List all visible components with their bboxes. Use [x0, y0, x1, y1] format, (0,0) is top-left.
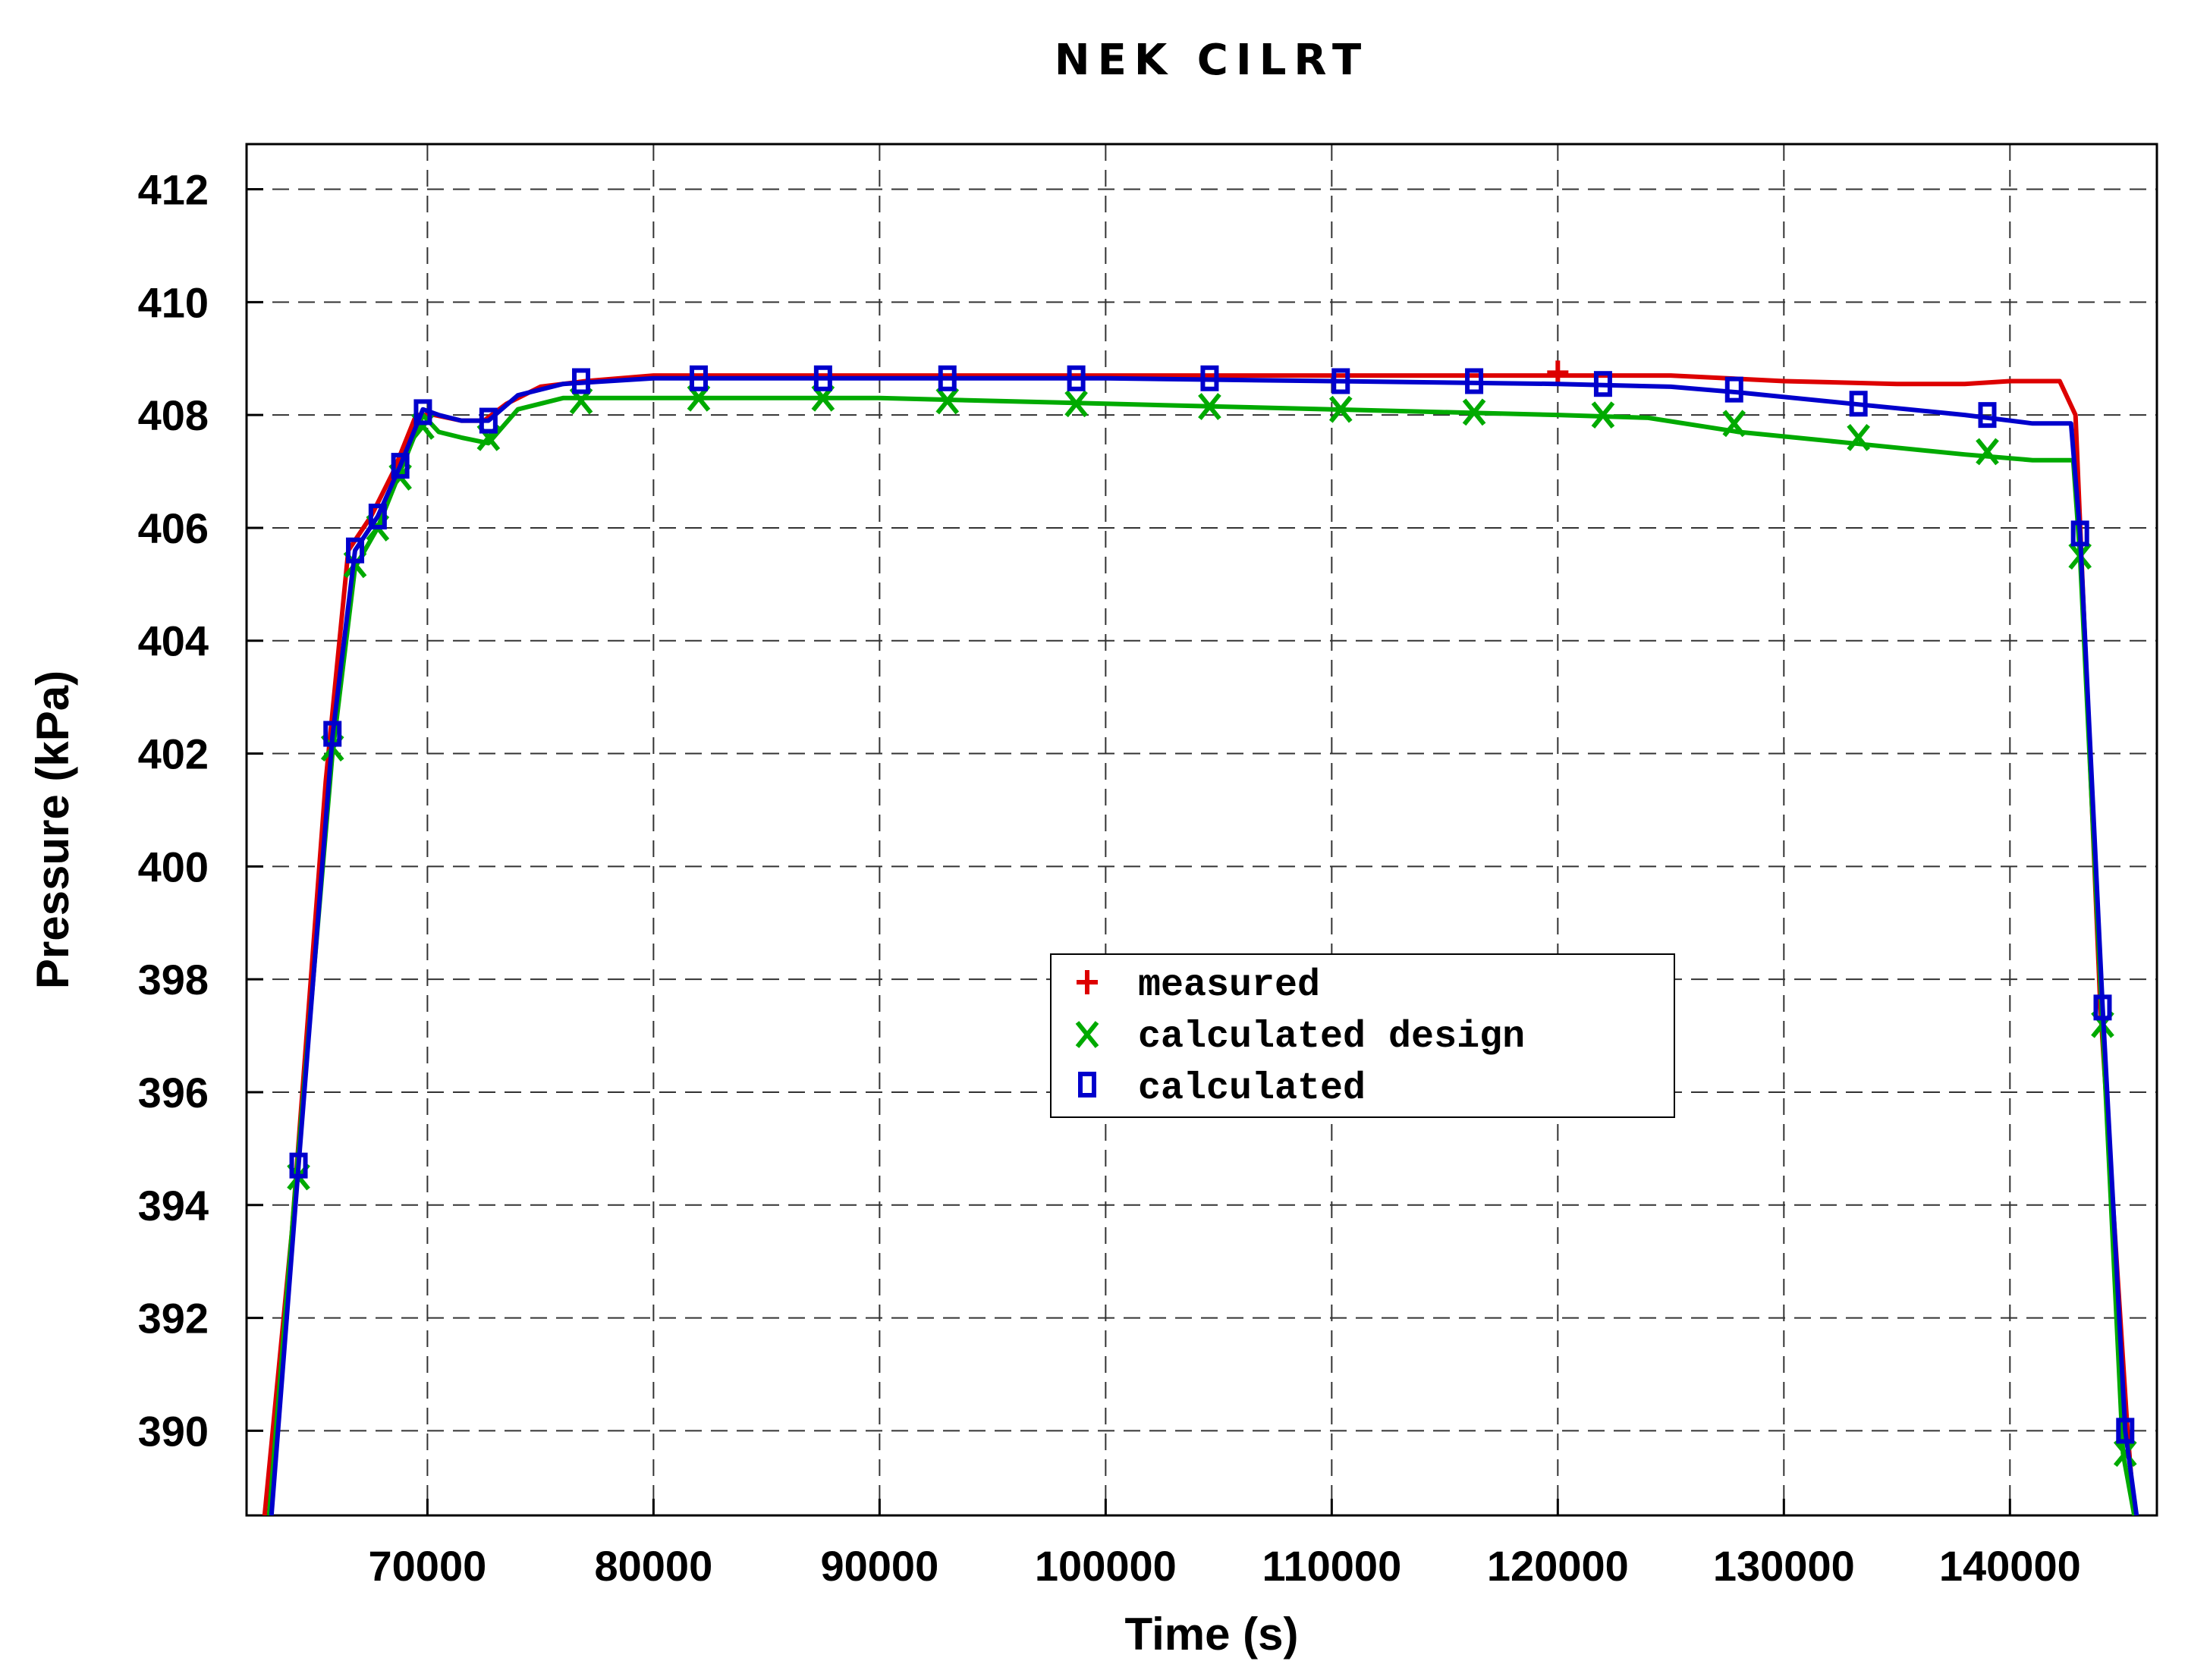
y-tick-label: 408 — [138, 391, 209, 439]
data-point-calculated — [1978, 402, 1997, 429]
legend-markers — [1075, 970, 1099, 1097]
data-point-calculated — [1465, 368, 1484, 394]
data-point-calculated-design — [1462, 398, 1486, 426]
legend-box — [1050, 953, 1675, 1118]
data-point-calculated — [2093, 994, 2112, 1021]
legend: measured calculated design calculated — [1050, 953, 1675, 1118]
tick-labels: 70000 80000 90000 100000 110000 120000 130000 1… — [138, 166, 2081, 1590]
data-point-calculated — [391, 453, 410, 479]
data-point-calculated — [2070, 520, 2089, 547]
data-point-calculated — [346, 537, 365, 564]
data-point-calculated — [689, 365, 708, 391]
x-tick-label: 70000 — [369, 1542, 487, 1590]
x-tick-label: 90000 — [820, 1542, 938, 1590]
data-point-calculated-design — [1591, 401, 1615, 429]
y-tick-label: 412 — [138, 166, 209, 214]
legend-label-calculated-design: calculated design — [1138, 1016, 1525, 1059]
data-point-calculated — [368, 504, 387, 530]
data-point-calculated — [813, 365, 832, 391]
x-tick-label: 110000 — [1262, 1542, 1401, 1590]
data-point-calculated — [1724, 376, 1743, 403]
data-point-calculated-design — [935, 387, 960, 415]
data-point-calculated — [938, 365, 957, 391]
y-tick-label: 402 — [138, 730, 209, 778]
y-tick-label: 390 — [138, 1407, 209, 1455]
data-point-calculated — [1067, 365, 1086, 391]
x-tick-label: 120000 — [1487, 1542, 1629, 1590]
legend-marker-measured — [1077, 970, 1098, 994]
data-point-calculated — [1200, 365, 1219, 391]
legend-marker-calculated — [1078, 1072, 1096, 1097]
data-point-calculated — [2116, 1418, 2135, 1444]
y-axis-label: Pressure (kPa) — [27, 670, 78, 989]
data-point-calculated — [413, 399, 432, 425]
y-tick-label: 398 — [138, 956, 209, 1003]
x-axis-label: Time (s) — [1125, 1609, 1299, 1660]
series-line-calculated — [269, 375, 2139, 1515]
y-tick-label: 406 — [138, 504, 209, 552]
y-tick-label: 394 — [138, 1182, 209, 1229]
x-tick-label: 140000 — [1939, 1542, 2081, 1590]
data-point-calculated — [1593, 371, 1612, 397]
series-layer — [262, 360, 2139, 1515]
data-point-calculated — [1849, 391, 1868, 417]
y-tick-label: 400 — [138, 843, 209, 890]
legend-label-measured: measured — [1138, 964, 1320, 1007]
plot-area — [262, 360, 2139, 1515]
data-point-calculated-design — [1328, 395, 1353, 423]
data-point-calculated-design — [1064, 390, 1088, 418]
plot-frame — [245, 143, 2158, 1517]
data-point-calculated-design — [2113, 1440, 2137, 1468]
data-point-calculated — [1331, 368, 1350, 394]
data-point-calculated — [289, 1152, 308, 1179]
data-point-calculated-design — [1198, 393, 1221, 420]
data-point-measured — [1547, 360, 1569, 385]
data-point-calculated — [479, 407, 498, 434]
y-tick-label: 404 — [138, 617, 209, 665]
y-tick-label: 410 — [138, 278, 209, 326]
chart-title: NEK CILRT — [1055, 36, 1369, 85]
x-tick-label: 100000 — [1035, 1542, 1177, 1590]
data-point-calculated — [323, 721, 342, 747]
x-tick-label: 130000 — [1713, 1542, 1855, 1590]
legend-marker-calculated-design — [1075, 1021, 1099, 1048]
y-tick-label: 396 — [138, 1069, 209, 1116]
series-line-measured — [262, 373, 2137, 1515]
grid — [247, 144, 2157, 1515]
data-point-calculated — [572, 368, 591, 394]
x-tick-label: 80000 — [595, 1542, 713, 1590]
data-point-calculated-design — [1847, 424, 1870, 451]
legend-label-calculated: calculated — [1138, 1067, 1366, 1110]
y-tick-label: 392 — [138, 1295, 209, 1342]
data-point-calculated-design — [1722, 410, 1746, 438]
data-point-calculated-design — [1976, 438, 1999, 466]
